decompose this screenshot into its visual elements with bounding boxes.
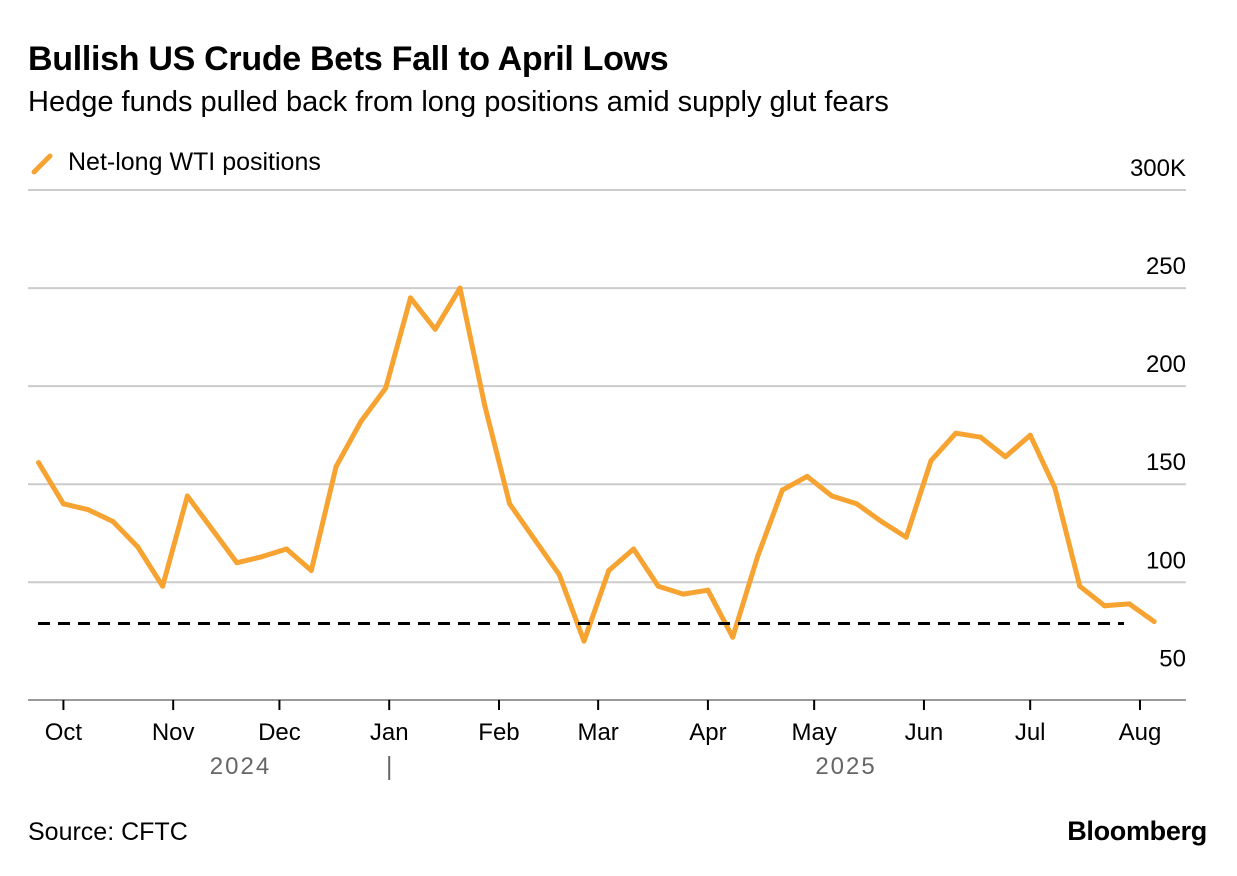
data-point [606, 568, 612, 574]
data-point [184, 493, 190, 499]
x-tick-label: Jan [370, 719, 409, 746]
data-point [160, 583, 166, 589]
data-point [383, 385, 389, 391]
data-point [730, 634, 736, 640]
data-point [234, 560, 240, 566]
y-tick-label: 250 [1146, 253, 1186, 280]
data-point [259, 554, 265, 560]
data-point [631, 546, 637, 552]
x-tick-label: Jun [905, 719, 944, 746]
data-point [1102, 603, 1108, 609]
data-point [284, 546, 290, 552]
x-tick-label: Oct [45, 719, 83, 746]
data-point [779, 487, 785, 493]
data-point [804, 473, 810, 479]
data-point [878, 519, 884, 524]
data-point [705, 587, 711, 593]
year-label: 2025 [815, 753, 876, 780]
legend: Net-long WTI positions [30, 148, 321, 177]
source-note: Source: CFTC [28, 818, 188, 846]
data-point [1126, 601, 1132, 607]
x-tick-label: Jul [1015, 719, 1046, 746]
data-point [60, 501, 66, 507]
legend-label: Net-long WTI positions [68, 148, 321, 176]
series-line [36, 285, 1157, 644]
data-point [581, 638, 587, 644]
data-point [308, 568, 314, 574]
x-tick-label: Aug [1119, 719, 1162, 746]
chart-subtitle: Hedge funds pulled back from long positi… [28, 86, 889, 118]
data-point [209, 526, 215, 532]
data-point [1052, 485, 1058, 491]
data-point [953, 430, 959, 436]
data-point [903, 534, 909, 540]
data-point [1027, 432, 1033, 438]
data-point [829, 493, 835, 499]
data-point [531, 536, 537, 542]
data-point [85, 507, 91, 513]
x-tick-label: Feb [478, 719, 519, 746]
data-point [556, 571, 562, 577]
legend-swatch-icon [31, 153, 53, 174]
x-tick-label: Nov [152, 719, 195, 746]
data-point [110, 519, 116, 524]
data-point [655, 583, 661, 589]
data-point [928, 458, 934, 464]
y-tick-label: 100 [1146, 547, 1186, 574]
x-tick-label: Apr [689, 719, 726, 746]
data-point [755, 554, 761, 560]
data-point [482, 403, 488, 409]
data-point [1002, 454, 1008, 460]
year-label: 2024 [210, 753, 271, 780]
data-point [1151, 619, 1157, 625]
bloomberg-logo: Bloomberg [1067, 816, 1207, 846]
data-point [407, 295, 413, 301]
y-tick-label: 150 [1146, 449, 1186, 476]
data-point [978, 434, 984, 440]
data-point [135, 544, 141, 550]
x-tick-label: Mar [577, 719, 618, 746]
data-point [36, 460, 42, 466]
data-point [457, 285, 463, 291]
data-point [358, 418, 364, 424]
y-tick-label: 50 [1159, 645, 1186, 672]
data-point [680, 591, 686, 597]
x-tick-label: May [791, 719, 836, 746]
data-point [333, 464, 339, 470]
y-tick-label: 300K [1130, 155, 1186, 182]
chart-title: Bullish US Crude Bets Fall to April Lows [28, 40, 669, 78]
data-point [507, 501, 513, 507]
data-point [1077, 583, 1083, 589]
data-point [432, 326, 438, 332]
y-tick-label: 200 [1146, 351, 1186, 378]
x-tick-label: Dec [258, 719, 301, 746]
data-point [854, 501, 860, 507]
